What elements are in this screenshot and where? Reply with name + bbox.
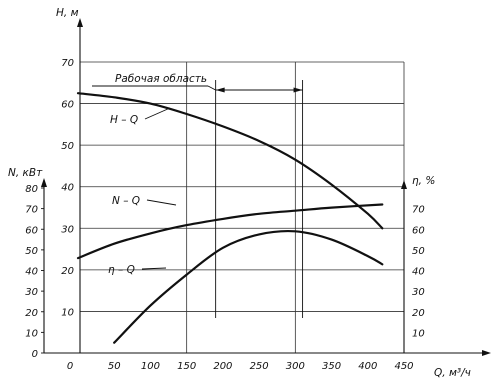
n-axis-label: N, кВт [8,167,43,179]
q-tick-label-0: 0 [67,361,73,372]
series-label-h: H – Q [110,114,138,126]
q-axis-arrow [482,350,491,356]
q-tick-label-350: 350 [322,361,341,372]
h-tick-label-20: 20 [61,266,74,277]
eta-tick-label-70: 70 [412,205,425,216]
n-tick-label-30: 30 [25,287,38,298]
eta-axis-arrow [401,180,407,189]
n-axis-arrow [41,178,47,187]
series-label-eta: η – Q [108,264,135,276]
series-leader-n [146,199,177,206]
h-axis-arrow [77,18,83,27]
eta-axis-label: η, % [412,175,435,187]
q-tick-label-250: 250 [250,361,269,372]
h-axis-label: H, м [56,7,79,19]
q-tick-label-450: 450 [394,361,413,372]
h-tick-label-30: 30 [61,224,74,235]
eta-tick-label-30: 30 [412,287,425,298]
n-tick-label-10: 10 [25,328,38,339]
series-leader-h [144,107,171,120]
n-tick-label-20: 20 [25,308,38,319]
h-tick-label-10: 10 [61,307,74,318]
series-line-eta [113,229,384,344]
h-tick-label-60: 60 [61,100,74,111]
working-range-annotation: Рабочая область [92,73,304,318]
h-tick-label-40: 40 [61,183,74,194]
q-tick-label-200: 200 [213,361,232,372]
q-tick-label-100: 100 [141,361,160,372]
n-tick-label-0: 0 [32,349,38,360]
h-tick-label-70: 70 [61,58,74,69]
series-label-n: N – Q [112,195,140,207]
working-range-label-leader [207,85,216,91]
n-tick-label-50: 50 [25,246,38,257]
eta-tick-label-10: 10 [412,328,425,339]
eta-tick-label-20: 20 [412,308,425,319]
q-tick-label-300: 300 [286,361,305,372]
grid [80,61,405,353]
tick-labels: H, м N, кВт η, % Q, м³/ч 10 20 30 40 50 60 70 0 10 20… [8,7,471,379]
eta-tick-label-60: 60 [412,225,425,236]
q-tick-label-50: 50 [108,361,121,372]
q-axis-label: Q, м³/ч [434,367,471,379]
n-tick-label-40: 40 [25,267,38,278]
q-tick-label-150: 150 [177,361,196,372]
eta-tick-label-50: 50 [412,246,425,257]
curves: H – Q N – Q η – Q [76,92,384,344]
working-range-label: Рабочая область [115,73,207,85]
series-line-h [76,92,384,230]
n-tick-label-60: 60 [25,225,38,236]
eta-tick-label-40: 40 [412,267,425,278]
series-leader-eta [141,267,167,270]
series-line-n [76,203,384,260]
working-range-arrow-right [293,87,303,93]
n-tick-label-70: 70 [25,205,38,216]
n-tick-label-80: 80 [25,184,38,195]
h-tick-label-50: 50 [61,141,74,152]
q-tick-label-400: 400 [358,361,377,372]
working-range-arrow-left [215,87,225,93]
